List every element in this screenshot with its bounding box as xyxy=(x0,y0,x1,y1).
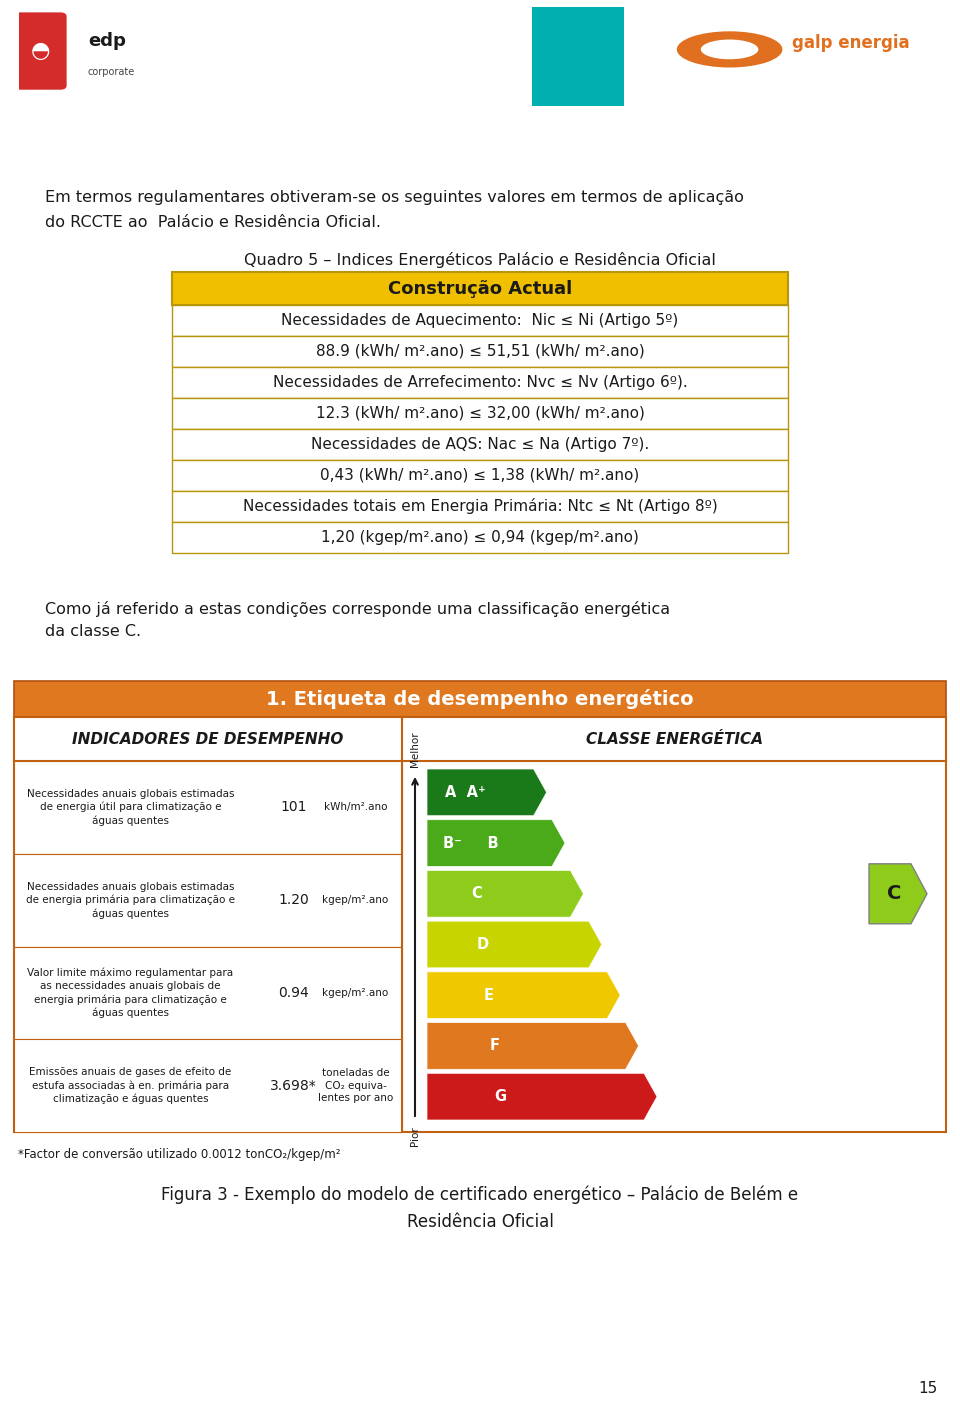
Text: INETI: INETI xyxy=(400,40,491,69)
Text: Emissões anuais de gases de efeito de
estufa associadas à en. primária para
clim: Emissões anuais de gases de efeito de es… xyxy=(29,1068,231,1105)
Text: Em termos regulamentares obtiveram-se os seguintes valores em termos de aplicaçã: Em termos regulamentares obtiveram-se os… xyxy=(45,190,744,206)
Text: C: C xyxy=(887,885,901,903)
Bar xyxy=(14,761,402,854)
Bar xyxy=(14,681,946,718)
Polygon shape xyxy=(869,864,927,923)
Bar xyxy=(172,459,788,491)
Text: do RCCTE ao  Palácio e Residência Oficial.: do RCCTE ao Palácio e Residência Oficial… xyxy=(45,216,381,230)
Polygon shape xyxy=(427,1022,638,1069)
Text: D: D xyxy=(477,937,489,951)
Bar xyxy=(532,7,624,106)
Bar xyxy=(172,430,788,459)
Bar xyxy=(14,946,402,1039)
Text: 101: 101 xyxy=(280,800,306,814)
Text: 0.94: 0.94 xyxy=(278,986,309,1000)
Text: Necessidades anuais globais estimadas
de energia útil para climatização e
águas : Necessidades anuais globais estimadas de… xyxy=(27,788,234,825)
Text: Figura 3 - Exemplo do modelo de certificado energético – Palácio de Belém e
Resi: Figura 3 - Exemplo do modelo de certific… xyxy=(161,1185,799,1231)
Text: toneladas de
CO₂ equiva-
lentes por ano: toneladas de CO₂ equiva- lentes por ano xyxy=(318,1068,393,1103)
Polygon shape xyxy=(427,820,565,866)
Text: Construção Actual: Construção Actual xyxy=(388,279,572,298)
Bar xyxy=(14,854,402,946)
Bar xyxy=(172,522,788,553)
Text: Como já referido a estas condições corresponde uma classificação energética
da c: Como já referido a estas condições corre… xyxy=(45,601,670,640)
Text: 1,20 (kgep/m².ano) ≤ 0,94 (kgep/m².ano): 1,20 (kgep/m².ano) ≤ 0,94 (kgep/m².ano) xyxy=(321,530,639,545)
Text: 12.3 (kWh/ m².ano) ≤ 32,00 (kWh/ m².ano): 12.3 (kWh/ m².ano) ≤ 32,00 (kWh/ m².ano) xyxy=(316,406,644,421)
Polygon shape xyxy=(427,871,584,917)
Polygon shape xyxy=(427,922,602,968)
Circle shape xyxy=(701,40,758,60)
Bar xyxy=(172,367,788,398)
Text: CLASSE ENERGÉTICA: CLASSE ENERGÉTICA xyxy=(586,732,762,746)
Text: kgep/m².ano: kgep/m².ano xyxy=(323,895,389,905)
Text: 0,43 (kWh/ m².ano) ≤ 1,38 (kWh/ m².ano): 0,43 (kWh/ m².ano) ≤ 1,38 (kWh/ m².ano) xyxy=(321,468,639,484)
Text: E: E xyxy=(484,988,493,1003)
Text: 1.20: 1.20 xyxy=(278,893,309,908)
Text: Pior: Pior xyxy=(410,1126,420,1146)
Text: Necessidades de AQS: Nac ≤ Na (Artigo 7º).: Necessidades de AQS: Nac ≤ Na (Artigo 7º… xyxy=(311,437,649,452)
Text: INDICADORES DE DESEMPENHO: INDICADORES DE DESEMPENHO xyxy=(72,732,344,746)
Polygon shape xyxy=(427,971,620,1018)
Bar xyxy=(172,305,788,336)
Text: 15: 15 xyxy=(919,1381,938,1395)
Bar xyxy=(172,272,788,305)
Text: Necessidades de Aquecimento:  Nic ≤ Ni (Artigo 5º): Necessidades de Aquecimento: Nic ≤ Ni (A… xyxy=(281,313,679,328)
Text: galp energia: galp energia xyxy=(792,34,910,52)
Text: B⁻     B: B⁻ B xyxy=(444,835,499,851)
Text: kWh/m².ano: kWh/m².ano xyxy=(324,803,387,813)
Text: ◓: ◓ xyxy=(31,41,50,61)
Text: Quadro 5 – Indices Energéticos Palácio e Residência Oficial: Quadro 5 – Indices Energéticos Palácio e… xyxy=(244,252,716,268)
Text: G: G xyxy=(494,1089,507,1105)
Bar xyxy=(172,491,788,522)
Bar xyxy=(14,718,946,761)
Text: *Factor de conversão utilizado 0.0012 tonCO₂/kgep/m²: *Factor de conversão utilizado 0.0012 to… xyxy=(18,1149,341,1161)
Text: 3.698*: 3.698* xyxy=(270,1079,317,1093)
Text: corporate: corporate xyxy=(88,67,135,77)
Bar xyxy=(172,336,788,367)
Polygon shape xyxy=(427,769,546,815)
Text: C: C xyxy=(471,886,483,902)
Text: Necessidades de Arrefecimento: Nvc ≤ Nv (Artigo 6º).: Necessidades de Arrefecimento: Nvc ≤ Nv … xyxy=(273,374,687,390)
Polygon shape xyxy=(427,1073,657,1120)
Bar xyxy=(14,718,946,1132)
Text: kgep/m².ano: kgep/m².ano xyxy=(323,988,389,998)
Circle shape xyxy=(677,31,782,68)
Text: F: F xyxy=(490,1038,500,1054)
Text: Necessidades anuais globais estimadas
de energia primária para climatização e
ág: Necessidades anuais globais estimadas de… xyxy=(26,882,235,919)
Text: 1. Etiqueta de desempenho energético: 1. Etiqueta de desempenho energético xyxy=(266,689,694,709)
Text: Valor limite máximo regulamentar para
as necessidades anuais globais de
energia : Valor limite máximo regulamentar para as… xyxy=(27,967,233,1018)
Bar xyxy=(14,1039,402,1132)
Text: Melhor: Melhor xyxy=(410,732,420,767)
Text: Necessidades totais em Energia Primária: Ntc ≤ Nt (Artigo 8º): Necessidades totais em Energia Primária:… xyxy=(243,499,717,515)
Text: edp: edp xyxy=(88,33,126,50)
Text: 88.9 (kWh/ m².ano) ≤ 51,51 (kWh/ m².ano): 88.9 (kWh/ m².ano) ≤ 51,51 (kWh/ m².ano) xyxy=(316,345,644,359)
Bar xyxy=(172,398,788,430)
Text: A  A⁺: A A⁺ xyxy=(444,784,486,800)
FancyBboxPatch shape xyxy=(14,13,66,89)
